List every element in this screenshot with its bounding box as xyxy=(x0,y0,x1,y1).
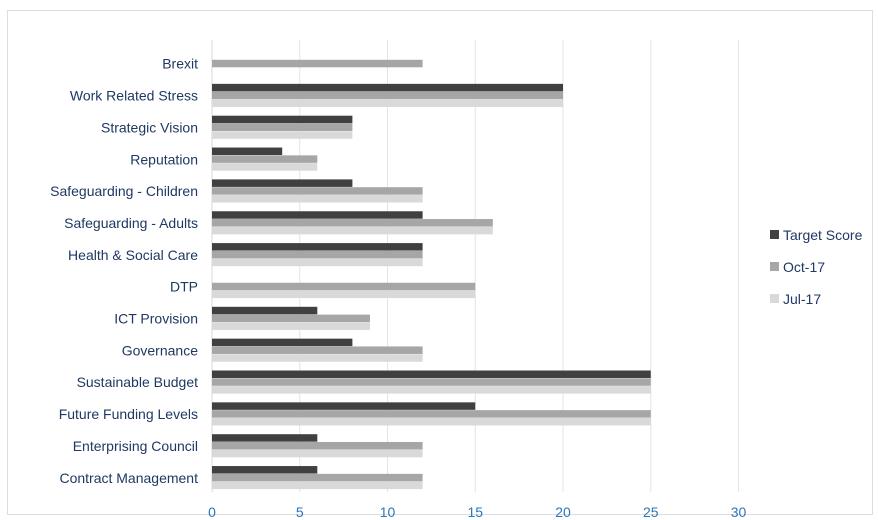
bar xyxy=(212,290,476,299)
category-label: Safeguarding - Children xyxy=(50,183,198,199)
bar xyxy=(212,123,353,131)
bar xyxy=(212,83,563,92)
bar xyxy=(212,219,493,227)
bar xyxy=(212,282,476,291)
bar xyxy=(212,378,651,386)
bar xyxy=(212,147,283,156)
bar xyxy=(212,250,423,259)
bar xyxy=(212,179,353,187)
bars xyxy=(212,59,651,490)
x-axis-ticks: 0 5 10 15 20 25 30 xyxy=(208,504,746,520)
x-tick-label: 10 xyxy=(380,504,396,520)
bar xyxy=(212,187,423,195)
bar xyxy=(212,402,476,410)
bar xyxy=(212,226,493,235)
category-label: Reputation xyxy=(130,151,198,167)
category-label: DTP xyxy=(170,279,198,295)
bar xyxy=(212,322,370,330)
x-tick-label: 25 xyxy=(643,504,659,520)
legend-swatch xyxy=(770,294,779,303)
x-tick-label: 5 xyxy=(296,504,304,520)
chart-frame xyxy=(7,10,873,515)
category-label: Contract Management xyxy=(59,470,198,486)
bar xyxy=(212,59,423,68)
bar xyxy=(212,155,318,163)
bar xyxy=(212,410,651,418)
category-label: Brexit xyxy=(162,56,198,72)
bar xyxy=(212,354,423,362)
bar xyxy=(212,115,353,124)
bar xyxy=(212,211,423,219)
bar xyxy=(212,195,423,203)
legend-swatch xyxy=(770,262,779,271)
bar xyxy=(212,99,563,107)
legend-swatch xyxy=(770,230,779,239)
bar xyxy=(212,131,353,139)
bar xyxy=(212,370,651,378)
category-label: ICT Provision xyxy=(114,311,198,327)
bar xyxy=(212,473,423,482)
bar xyxy=(212,258,423,267)
bar xyxy=(212,346,423,354)
bar xyxy=(212,434,318,442)
bar xyxy=(212,386,651,394)
x-tick-label: 20 xyxy=(555,504,571,520)
x-tick-label: 15 xyxy=(467,504,483,520)
category-label: Future Funding Levels xyxy=(59,406,198,422)
legend: Target Score Oct-17 Jul-17 xyxy=(770,227,863,307)
bar xyxy=(212,417,651,426)
bar xyxy=(212,163,318,171)
category-label: Governance xyxy=(122,342,198,358)
bar xyxy=(212,481,423,490)
category-label: Strategic Vision xyxy=(101,119,198,135)
bar xyxy=(212,243,423,251)
bar xyxy=(212,338,353,347)
bar xyxy=(212,91,563,100)
bar xyxy=(212,442,423,450)
category-labels: Brexit Work Related Stress Strategic Visio… xyxy=(50,56,198,486)
bar xyxy=(212,314,370,323)
bar xyxy=(212,306,318,315)
category-label: Sustainable Budget xyxy=(77,374,199,390)
legend-label: Target Score xyxy=(783,227,863,243)
category-label: Work Related Stress xyxy=(70,88,198,104)
bar xyxy=(212,449,423,458)
legend-label: Oct-17 xyxy=(783,259,825,275)
category-label: Safeguarding - Adults xyxy=(64,215,198,231)
x-tick-label: 0 xyxy=(208,504,216,520)
category-label: Health & Social Care xyxy=(68,247,198,263)
x-tick-label: 30 xyxy=(731,504,747,520)
bar xyxy=(212,466,318,474)
legend-label: Jul-17 xyxy=(783,291,821,307)
category-label: Enterprising Council xyxy=(73,438,198,454)
